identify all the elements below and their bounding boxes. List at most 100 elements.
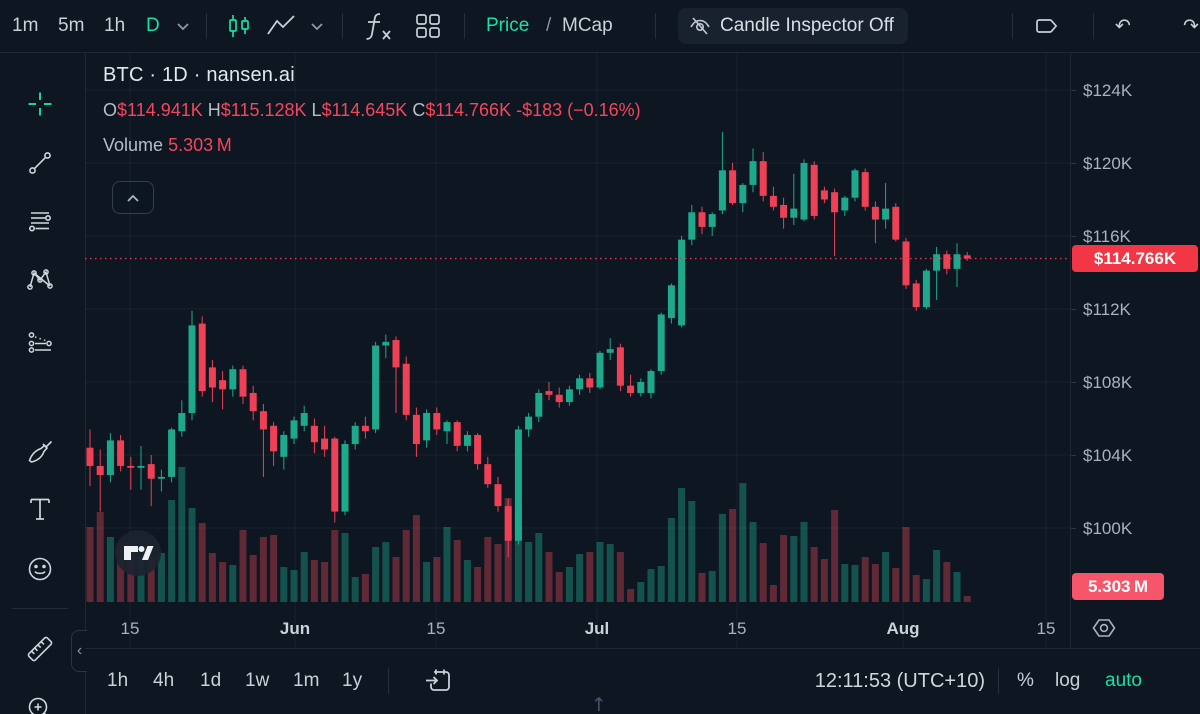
candle-body — [208, 367, 216, 388]
style-chevron-down-icon[interactable] — [310, 22, 324, 31]
candle-body — [412, 414, 420, 445]
volume-bar — [525, 542, 533, 602]
volume-bar — [270, 535, 278, 602]
candle-body — [749, 161, 757, 185]
tag-icon[interactable] — [1034, 14, 1060, 38]
candle-inspector-label: Candle Inspector Off — [720, 15, 894, 36]
crosshair-icon[interactable] — [26, 90, 54, 118]
close-value: $114.766K — [425, 100, 512, 120]
candle-body — [759, 161, 767, 196]
candle-body — [382, 341, 390, 346]
price-axis[interactable]: $114.766K 5.303 M $124K $120K $116K $112K $1… — [1070, 52, 1200, 648]
low-value: $114.645K — [321, 100, 408, 120]
price-mode-button[interactable]: Price — [486, 15, 530, 36]
candle-body — [96, 465, 104, 476]
candle-body — [810, 164, 818, 216]
emoji-icon[interactable] — [26, 555, 54, 583]
divider — [1093, 13, 1094, 39]
percent-scale-button[interactable]: % — [1017, 670, 1034, 691]
volume-bar — [871, 564, 879, 602]
ruler-icon[interactable] — [26, 635, 54, 663]
layout-grid-icon[interactable] — [414, 12, 442, 40]
fib-retracement-icon[interactable] — [26, 207, 54, 235]
price-tick — [1071, 528, 1076, 529]
timeframe-5m[interactable]: 5m — [58, 15, 85, 36]
candle-body — [953, 254, 961, 269]
zoom-in-icon[interactable] — [26, 695, 54, 714]
volume-bar — [933, 550, 941, 602]
candle-inspector-toggle[interactable]: Candle Inspector Off — [678, 8, 908, 44]
candle-body — [168, 429, 176, 477]
brush-icon[interactable] — [26, 438, 54, 466]
indicators-fx-icon[interactable] — [360, 9, 396, 43]
range-1w[interactable]: 1w — [245, 670, 270, 691]
go-to-date-icon[interactable] — [423, 665, 455, 697]
range-1d[interactable]: 1d — [200, 670, 222, 691]
trend-line-icon[interactable] — [26, 149, 54, 177]
volume-bar — [667, 518, 675, 602]
projection-icon[interactable] — [26, 328, 54, 356]
ohlc-row: O$114.941K H$115.128K L$114.645K C$114.7… — [103, 100, 641, 121]
price-tick — [1071, 236, 1076, 237]
volume-bar — [810, 547, 818, 602]
legend-collapse-button[interactable] — [112, 181, 154, 214]
price-axis-label: $112K — [1083, 300, 1131, 319]
volume-bar — [331, 530, 339, 602]
candle-body — [933, 254, 941, 271]
sidebar-collapse-tab[interactable]: ‹ — [71, 630, 87, 672]
candle-body — [290, 420, 298, 439]
candle-body — [616, 347, 624, 386]
range-1y[interactable]: 1y — [342, 670, 363, 691]
candle-body — [331, 438, 339, 512]
candle-body — [688, 212, 696, 240]
volume-bar — [739, 483, 747, 602]
auto-scale-button[interactable]: auto — [1105, 670, 1142, 691]
xabcd-pattern-icon[interactable] — [26, 266, 54, 294]
undo-button[interactable]: ↶ — [1115, 15, 1131, 37]
volume-bar — [708, 571, 716, 602]
candle-body — [321, 438, 329, 450]
candle-body — [851, 170, 859, 198]
price-axis-label: $108K — [1083, 373, 1133, 392]
scroll-up-arrow-icon[interactable]: ↑ — [591, 694, 607, 714]
symbol-title[interactable]: BTC · 1D · nansen.ai — [103, 64, 295, 86]
volume-bar — [137, 557, 145, 602]
price-tick — [1071, 382, 1076, 383]
candle-body — [504, 506, 512, 541]
price-tick — [1071, 163, 1076, 164]
log-scale-button[interactable]: log — [1055, 670, 1081, 691]
range-4h[interactable]: 4h — [153, 670, 175, 691]
candlestick-style-icon[interactable] — [225, 12, 253, 40]
divider — [342, 13, 343, 39]
range-1m[interactable]: 1m — [293, 670, 320, 691]
axis-settings-hexagon-icon[interactable] — [1090, 614, 1118, 642]
volume-bar — [86, 527, 94, 602]
volume-bar — [555, 572, 563, 602]
redo-button[interactable]: ↷ — [1183, 15, 1199, 37]
mcap-mode-button[interactable]: MCap — [562, 15, 613, 36]
timeframe-1m[interactable]: 1m — [12, 15, 39, 36]
timeframe-D[interactable]: D — [146, 15, 160, 36]
volume-bar — [535, 533, 543, 602]
volume-bar — [800, 522, 808, 602]
chart-canvas[interactable] — [85, 52, 1070, 648]
line-style-icon[interactable] — [266, 13, 296, 39]
candle-body — [198, 323, 206, 392]
range-1h[interactable]: 1h — [107, 670, 129, 691]
text-tool-icon[interactable] — [26, 495, 54, 523]
volume-bar — [249, 555, 257, 602]
volume-bar — [841, 564, 849, 602]
time-axis[interactable]: 15 Jun 15 Jul 15 Aug 15 — [85, 610, 1200, 649]
time-axis-label: 15 — [1036, 619, 1056, 638]
time-axis-label: Jul — [584, 619, 610, 638]
candle-body — [494, 484, 502, 507]
candle-body — [178, 413, 186, 432]
clock[interactable]: 12:11:53 (UTC+10) — [814, 670, 985, 692]
candle-body — [963, 255, 971, 259]
price-axis-label: $116K — [1083, 227, 1131, 246]
timeframe-chevron-down-icon[interactable] — [176, 22, 190, 31]
timeframe-1h[interactable]: 1h — [104, 15, 126, 36]
volume-bar — [423, 562, 431, 602]
volume-bar — [321, 562, 329, 602]
open-value: $114.941K — [117, 100, 203, 120]
